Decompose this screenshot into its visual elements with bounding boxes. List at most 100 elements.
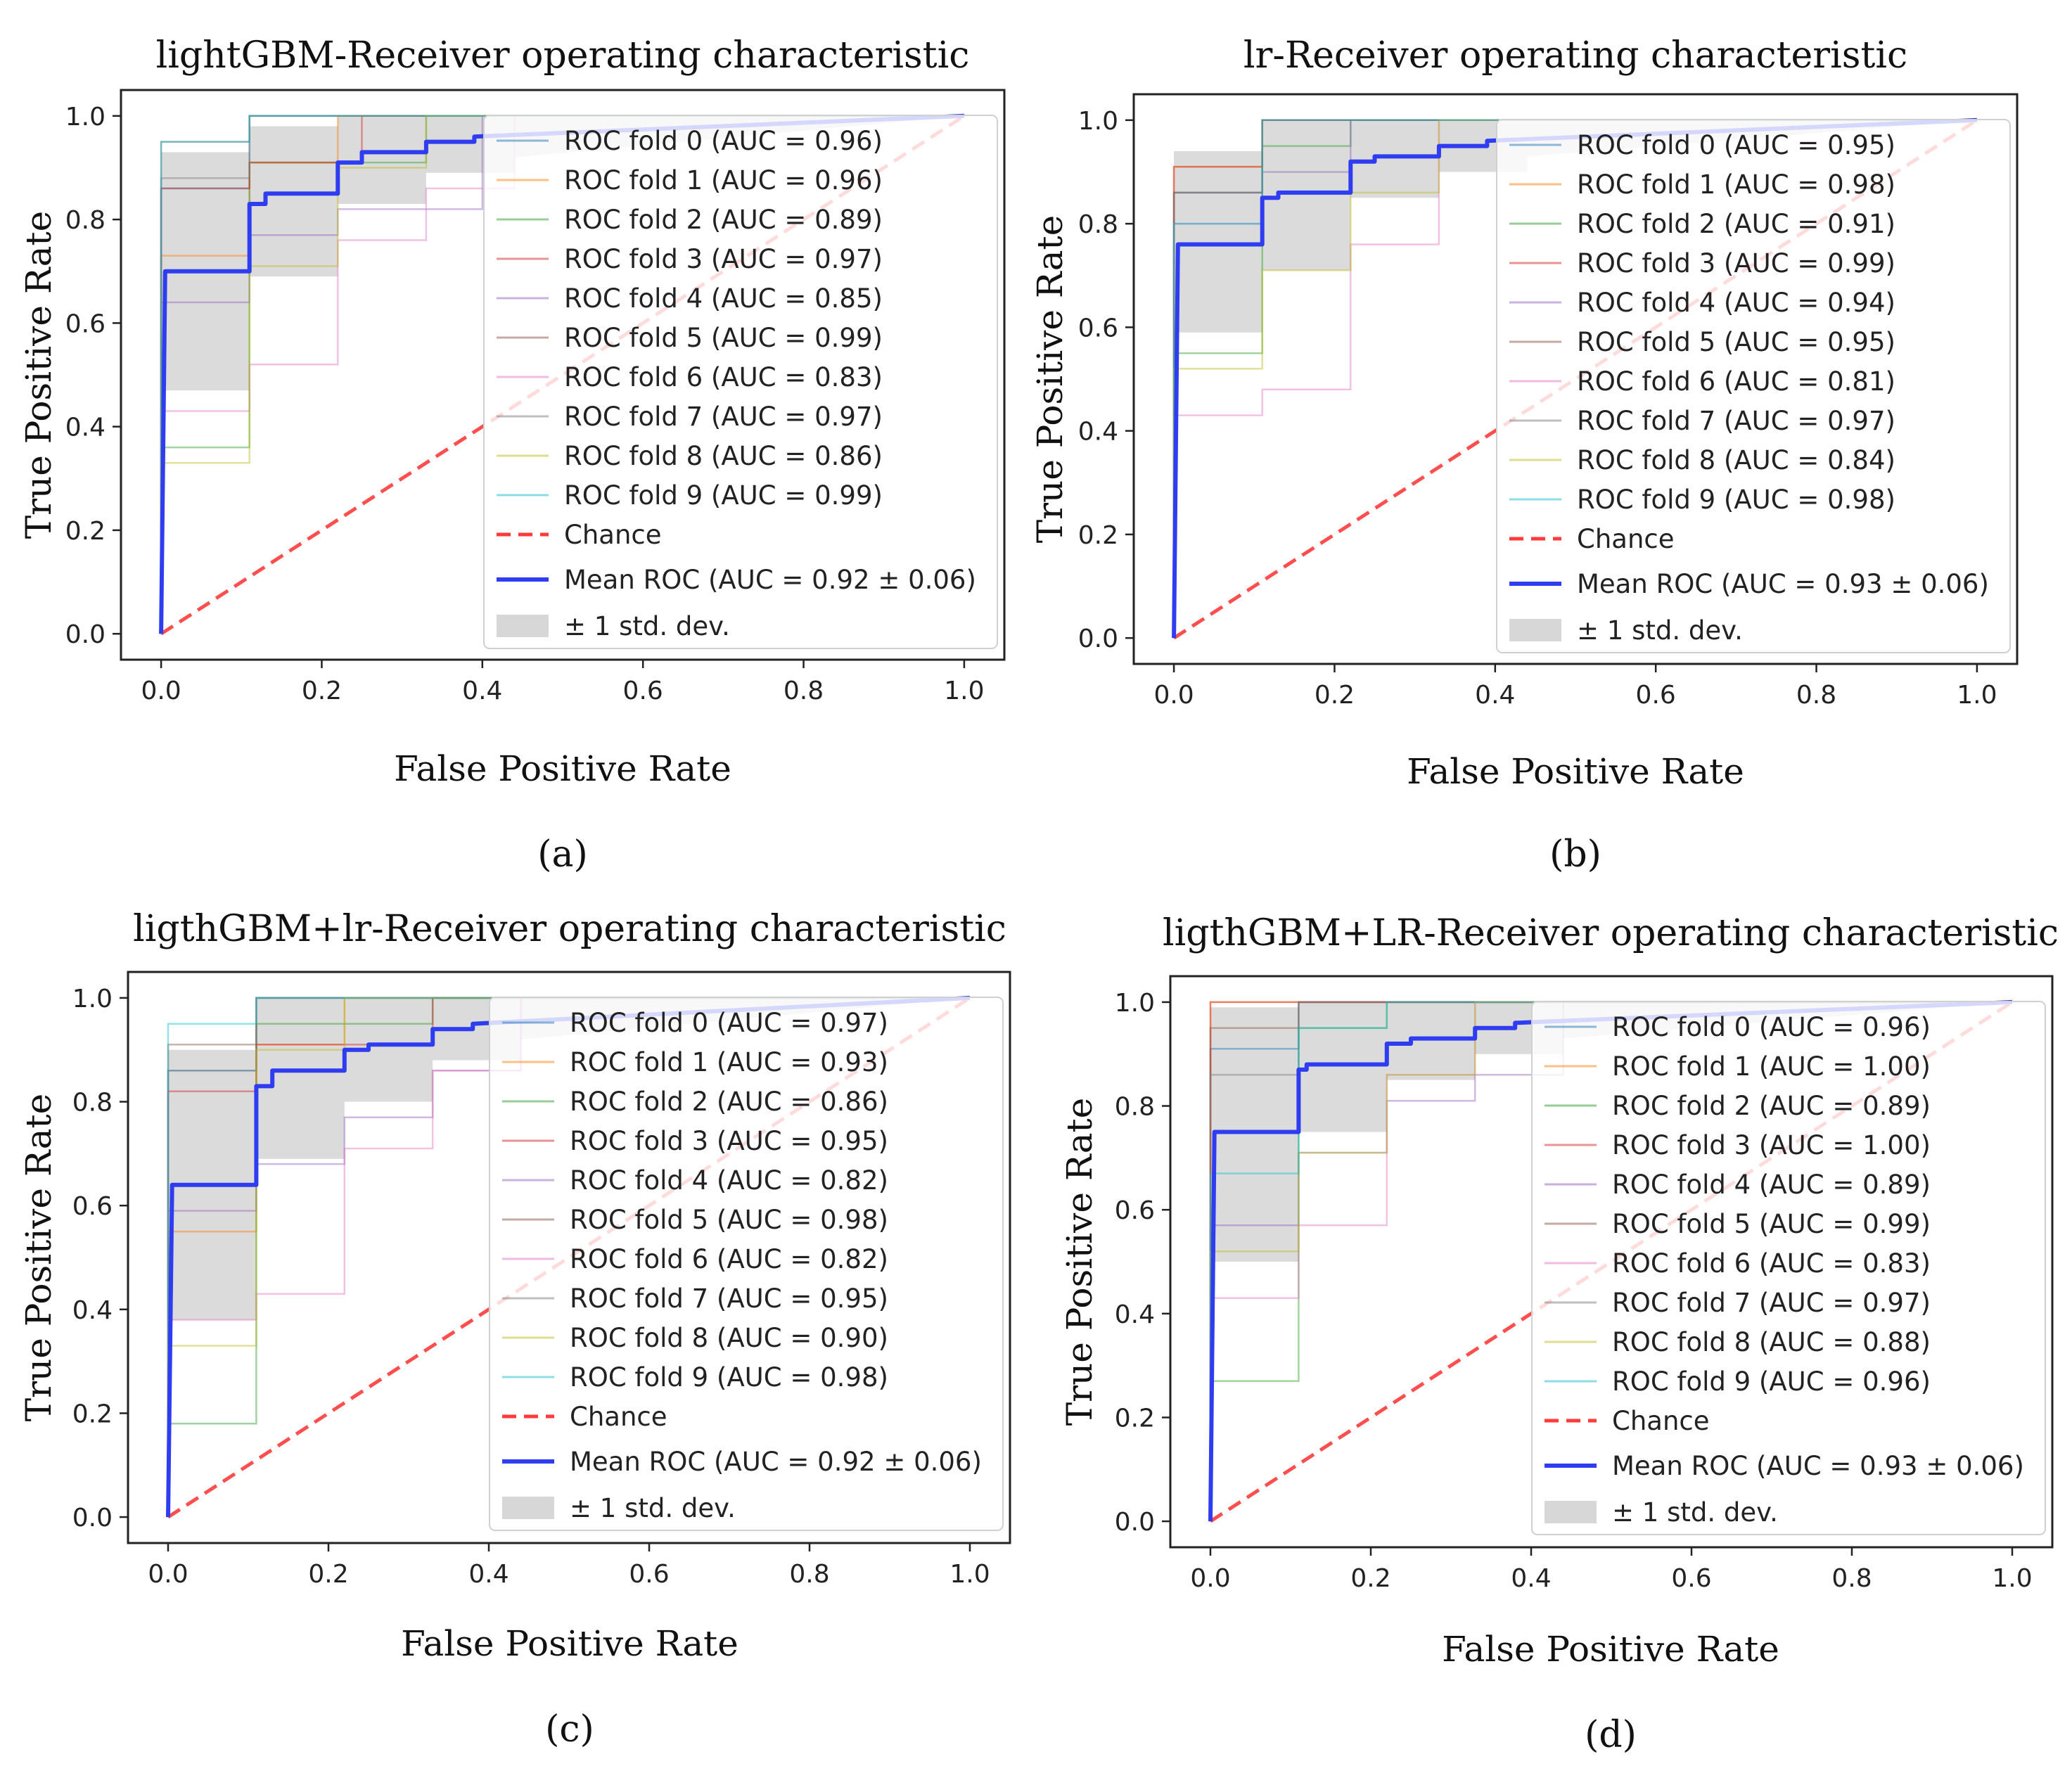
panel-d-mean-roc-curve xyxy=(1208,999,2013,1522)
panel-b-caption: (b) xyxy=(1549,833,1601,876)
panel-b-xlabel: False Positive Rate xyxy=(1407,751,1744,792)
panel-d-legend-std-swatch xyxy=(1545,1501,1597,1523)
panel-c-ytick-label: 0.8 xyxy=(72,1089,113,1118)
panel-c-plot-area: 0.0 0.2 0.4 0.6 0.8 1.0 0.0 0.2 0.4 0.6 0.8 1.0 ROC … xyxy=(72,971,1011,1589)
panel-c-legend-fold-6-label: ROC fold 6 (AUC = 0.82) xyxy=(570,1244,888,1274)
panel-b-legend-std-swatch xyxy=(1509,619,1561,641)
panel-b-xtick-label: 0.4 xyxy=(1475,681,1515,710)
panel-c-xtick-label: 0.6 xyxy=(629,1560,669,1589)
panel-a-xtick-label: 1.0 xyxy=(944,677,984,705)
panel-b-legend-fold-1-label: ROC fold 1 (AUC = 0.98) xyxy=(1577,169,1895,200)
panel-c-legend-fold-5-label: ROC fold 5 (AUC = 0.98) xyxy=(570,1205,888,1235)
panel-b-xtick-label: 0.0 xyxy=(1153,681,1194,710)
panel-a-ytick-label: 0.8 xyxy=(65,206,105,235)
panel-d-legend-fold-0-label: ROC fold 0 (AUC = 0.96) xyxy=(1612,1012,1931,1042)
panel-a-ytick-label: 0.2 xyxy=(65,517,105,546)
panel-b-std-band xyxy=(1174,120,1977,333)
panel-b-legend-fold-5-label: ROC fold 5 (AUC = 0.95) xyxy=(1577,327,1895,357)
panel-c-legend-chance-label: Chance xyxy=(570,1402,667,1432)
panel-a-title: lightGBM-Receiver operating characterist… xyxy=(156,34,970,77)
panel-a-fold-3-curve xyxy=(160,115,964,634)
panel-d-xtick-label: 0.4 xyxy=(1511,1564,1551,1593)
panel-d-axes-frame xyxy=(1169,975,2054,1549)
panel-a-legend-fold-9-label: ROC fold 9 (AUC = 0.99) xyxy=(564,480,883,511)
panel-d-ytick-label: 1.0 xyxy=(1115,989,1155,1018)
panel-a-xtick-label: 0.4 xyxy=(462,677,502,705)
panel-d-caption: (d) xyxy=(1585,1714,1637,1756)
panel-b-legend: ROC fold 0 (AUC = 0.95) ROC fold 1 (AUC =… xyxy=(1496,119,2011,653)
panel-c-legend-fold-7-label: ROC fold 7 (AUC = 0.95) xyxy=(570,1284,888,1314)
panel-c-mean-roc-curve xyxy=(166,995,971,1518)
panel-b-legend-fold-0-label: ROC fold 0 (AUC = 0.95) xyxy=(1577,130,1895,160)
panel-b-legend-fold-2-label: ROC fold 2 (AUC = 0.91) xyxy=(1577,209,1895,239)
panel-b-legend-fold-3-label: ROC fold 3 (AUC = 0.99) xyxy=(1577,248,1895,279)
panel-c-xtick-label: 0.8 xyxy=(789,1560,829,1589)
panel-d-legend-chance-label: Chance xyxy=(1612,1406,1710,1436)
panel-b-legend-fold-4-label: ROC fold 4 (AUC = 0.94) xyxy=(1577,288,1895,318)
panel-d-legend-frame xyxy=(1531,1001,2046,1535)
panel-b-xtick-label: 0.2 xyxy=(1315,681,1355,710)
panel-d-ytick-label: 0.8 xyxy=(1115,1093,1155,1122)
panel-c-xtick-label: 1.0 xyxy=(949,1560,990,1589)
panel-c-legend-mean-label: Mean ROC (AUC = 0.92 ± 0.06) xyxy=(570,1447,982,1477)
panel-b-ytick-label: 0.2 xyxy=(1078,521,1118,550)
panel-d-xtick-label: 0.2 xyxy=(1350,1564,1390,1593)
panel-c-xtick-label: 0.4 xyxy=(468,1560,509,1589)
panel-d-std-band xyxy=(1210,1001,2012,1262)
panel-c-legend-fold-8-label: ROC fold 8 (AUC = 0.90) xyxy=(570,1323,888,1353)
panel-b-ytick-label: 0.6 xyxy=(1078,314,1118,343)
panel-d-legend-fold-4-label: ROC fold 4 (AUC = 0.89) xyxy=(1612,1170,1931,1200)
panel-b-legend-frame xyxy=(1496,119,2011,653)
panel-a-fold-1-curve xyxy=(160,115,964,634)
panel-d-legend: ROC fold 0 (AUC = 0.96) ROC fold 1 (AUC =… xyxy=(1531,1001,2046,1535)
panel-b-legend-fold-7-label: ROC fold 7 (AUC = 0.97) xyxy=(1577,406,1895,436)
panel-b-plot-area: 0.0 0.2 0.4 0.6 0.8 1.0 0.0 0.2 0.4 0.6 0.8 1.0 ROC … xyxy=(1078,93,2019,710)
panel-b-legend-fold-6-label: ROC fold 6 (AUC = 0.81) xyxy=(1577,366,1895,397)
panel-b-fold-4-curve xyxy=(1172,119,1977,639)
panel-d-xtick-label: 0.0 xyxy=(1190,1564,1230,1593)
panel-b-ylabel: True Positive Rate xyxy=(1030,215,1070,543)
panel-a-fold-4-curve xyxy=(160,115,964,634)
panel-a-legend-fold-3-label: ROC fold 3 (AUC = 0.97) xyxy=(564,244,883,274)
panel-c-ytick-label: 0.0 xyxy=(72,1504,113,1532)
panel-d-legend-fold-5-label: ROC fold 5 (AUC = 0.99) xyxy=(1612,1209,1931,1239)
panel-a-xtick-label: 0.8 xyxy=(784,677,824,705)
panel-c: ligthGBM+lr-Receiver operating character… xyxy=(18,908,1011,1750)
panel-a-xlabel: False Positive Rate xyxy=(394,748,731,789)
panel-b-mean-roc-curve xyxy=(1172,117,1978,639)
panel-a-legend-fold-7-label: ROC fold 7 (AUC = 0.97) xyxy=(564,402,883,432)
panel-a-axes-frame xyxy=(120,89,1006,661)
panel-d-legend-mean-label: Mean ROC (AUC = 0.93 ± 0.06) xyxy=(1612,1451,2024,1481)
panel-a-mean-roc-curve xyxy=(159,113,965,634)
panel-c-legend-std-label: ± 1 std. dev. xyxy=(570,1493,736,1523)
panel-d-legend-fold-8-label: ROC fold 8 (AUC = 0.88) xyxy=(1612,1327,1931,1357)
panel-a-legend-mean-label: Mean ROC (AUC = 0.92 ± 0.06) xyxy=(564,565,976,595)
panel-a-legend-fold-1-label: ROC fold 1 (AUC = 0.96) xyxy=(564,165,883,196)
panel-c-xtick-label: 0.2 xyxy=(308,1560,348,1589)
panel-c-legend-fold-4-label: ROC fold 4 (AUC = 0.82) xyxy=(570,1165,888,1196)
panel-b-ytick-label: 0.0 xyxy=(1078,625,1118,653)
panel-a-legend-fold-5-label: ROC fold 5 (AUC = 0.99) xyxy=(564,323,883,353)
panel-a-xtick-label: 0.0 xyxy=(141,677,181,705)
panel-a-legend-fold-2-label: ROC fold 2 (AUC = 0.89) xyxy=(564,205,883,235)
panel-a-legend-fold-8-label: ROC fold 8 (AUC = 0.86) xyxy=(564,441,883,471)
panel-b-legend-fold-9-label: ROC fold 9 (AUC = 0.98) xyxy=(1577,485,1895,515)
panel-a-ytick-label: 0.0 xyxy=(65,620,105,649)
panel-c-title: ligthGBM+lr-Receiver operating character… xyxy=(133,908,1006,950)
panel-b-xtick-label: 1.0 xyxy=(1957,681,1997,710)
panel-b-xtick-label: 0.8 xyxy=(1796,681,1836,710)
panel-d-ytick-label: 0.6 xyxy=(1115,1196,1155,1225)
panel-c-ytick-label: 0.2 xyxy=(72,1400,113,1428)
panel-d-ytick-label: 0.0 xyxy=(1115,1508,1155,1537)
panel-d-legend-fold-3-label: ROC fold 3 (AUC = 1.00) xyxy=(1612,1130,1931,1160)
panel-c-legend-frame xyxy=(489,997,1004,1531)
panel-d-legend-fold-9-label: ROC fold 9 (AUC = 0.96) xyxy=(1612,1366,1931,1397)
panel-d-ytick-label: 0.2 xyxy=(1115,1404,1155,1433)
panel-b-ytick-label: 0.4 xyxy=(1078,418,1118,447)
panel-d-legend-fold-1-label: ROC fold 1 (AUC = 1.00) xyxy=(1612,1051,1931,1082)
panel-a-ytick-label: 0.4 xyxy=(65,414,105,442)
panel-a-legend: ROC fold 0 (AUC = 0.96) ROC fold 1 (AUC =… xyxy=(483,115,998,649)
panel-a-plot-area: 0.0 0.2 0.4 0.6 0.8 1.0 0.0 0.2 0.4 0.6 0.8 1.0 ROC … xyxy=(65,89,1006,705)
panel-d-xlabel: False Positive Rate xyxy=(1442,1629,1779,1670)
panel-a-legend-chance-label: Chance xyxy=(564,520,662,550)
